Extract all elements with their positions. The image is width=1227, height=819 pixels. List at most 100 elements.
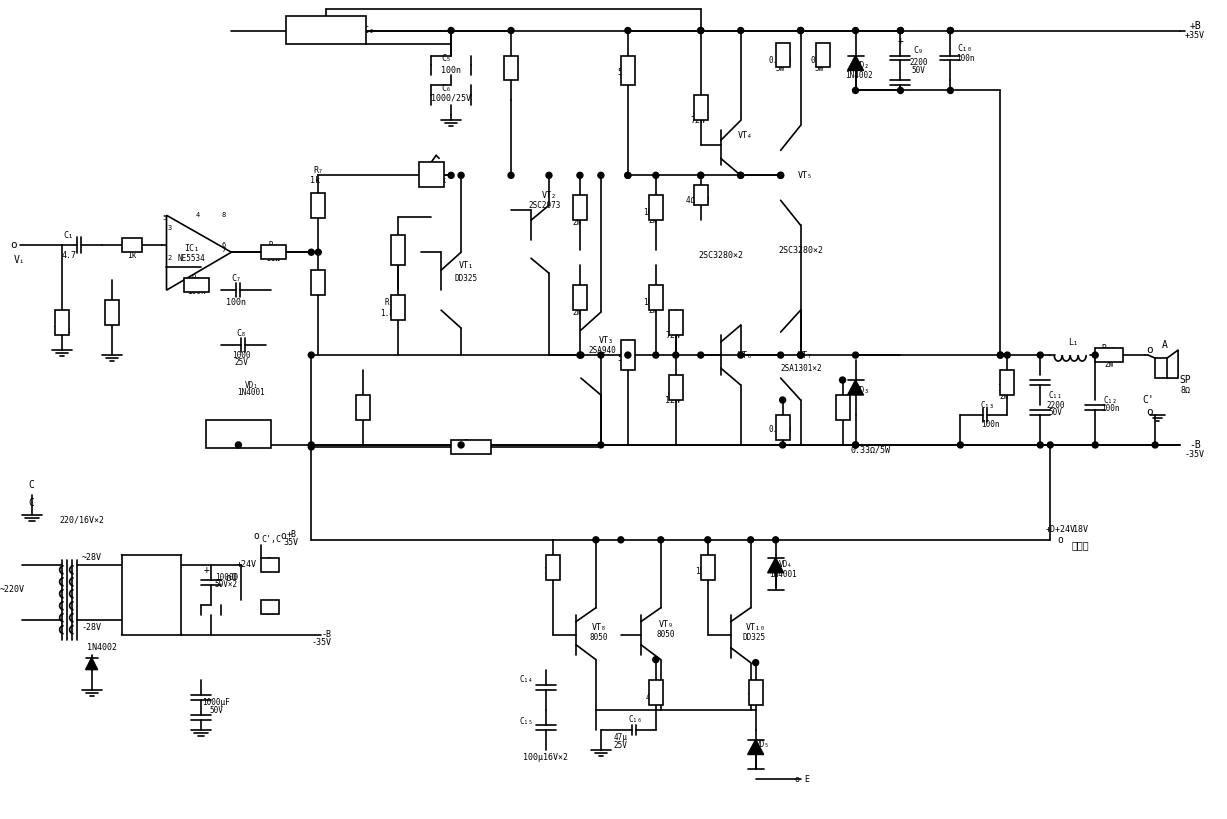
Text: C₁₆: C₁₆ <box>629 715 643 724</box>
Text: 1k: 1k <box>266 600 275 609</box>
Text: 1N4002: 1N4002 <box>87 643 117 652</box>
Text: 35V: 35V <box>283 538 299 547</box>
Bar <box>1155 358 1167 378</box>
Text: 继电器: 继电器 <box>1071 540 1090 550</box>
Text: 4: 4 <box>195 212 200 219</box>
Circle shape <box>752 659 758 666</box>
Circle shape <box>625 28 631 34</box>
Text: R₃₂: R₃₂ <box>748 683 763 692</box>
Circle shape <box>947 28 953 34</box>
Text: 51Ω: 51Ω <box>266 254 280 263</box>
Text: P₁: P₁ <box>436 164 447 173</box>
Bar <box>669 310 682 335</box>
Text: C: C <box>28 498 34 508</box>
Text: C',C: C',C <box>261 536 281 545</box>
Text: -35V: -35V <box>312 638 331 647</box>
Circle shape <box>798 28 804 34</box>
Circle shape <box>308 442 314 448</box>
Text: 1N4002: 1N4002 <box>844 71 872 80</box>
Text: R₁₅: R₁₅ <box>621 58 636 67</box>
Text: 7918: 7918 <box>225 430 252 440</box>
Text: C₁₁: C₁₁ <box>1048 391 1063 400</box>
Text: R₁₀: R₁₀ <box>693 98 708 107</box>
Bar <box>356 395 371 420</box>
Circle shape <box>598 352 604 358</box>
Polygon shape <box>848 380 864 395</box>
Text: C₇: C₇ <box>232 274 242 283</box>
Text: 0.33Ω/5W: 0.33Ω/5W <box>850 446 891 455</box>
Circle shape <box>578 352 584 358</box>
Text: 2W: 2W <box>1000 391 1009 400</box>
Text: 72W: 72W <box>691 116 706 125</box>
Text: -B: -B <box>321 630 331 639</box>
Text: C₁₃: C₁₃ <box>980 400 994 410</box>
Text: 1N4001: 1N4001 <box>769 570 796 579</box>
Text: C₅: C₅ <box>440 54 452 63</box>
Text: 2SA1301×2: 2SA1301×2 <box>780 364 822 373</box>
Text: 2: 2 <box>167 256 172 261</box>
Bar <box>312 193 325 219</box>
Circle shape <box>308 444 314 450</box>
Text: 25V: 25V <box>234 358 248 367</box>
Text: VD₅: VD₅ <box>756 740 769 749</box>
Bar <box>391 295 405 320</box>
Text: -35V: -35V <box>1185 450 1205 459</box>
Text: 51Ω: 51Ω <box>617 68 632 77</box>
Text: 5W: 5W <box>815 64 825 73</box>
Text: VT₂: VT₂ <box>541 191 557 200</box>
Text: C₉: C₉ <box>913 46 924 55</box>
Text: 10Ω: 10Ω <box>1102 352 1117 361</box>
Text: SP: SP <box>1179 375 1191 385</box>
Circle shape <box>957 442 963 448</box>
Circle shape <box>839 377 845 383</box>
Text: o: o <box>226 572 232 583</box>
Text: 100k: 100k <box>188 287 206 296</box>
Bar <box>55 310 69 335</box>
Text: 100n: 100n <box>440 66 461 75</box>
Text: 100k: 100k <box>53 326 71 335</box>
Bar <box>816 43 829 67</box>
Text: R₂₉: R₂₉ <box>464 440 479 449</box>
Text: 10k: 10k <box>356 409 371 418</box>
Bar <box>420 162 444 188</box>
Text: 6: 6 <box>221 242 226 248</box>
Text: +B: +B <box>1189 20 1201 30</box>
Text: R₂₅: R₂₅ <box>775 418 789 427</box>
Text: 47μ: 47μ <box>614 733 628 742</box>
Text: R₉: R₉ <box>358 397 368 406</box>
Text: R₂₂: R₂₂ <box>669 378 683 387</box>
Text: 100μ16V×2: 100μ16V×2 <box>524 753 568 762</box>
Text: 2SC3280×2: 2SC3280×2 <box>698 251 744 260</box>
Text: C₁₀: C₁₀ <box>958 44 973 53</box>
Text: 6A800A: 6A800A <box>136 590 167 600</box>
Text: 1k: 1k <box>314 206 323 215</box>
Text: 2200: 2200 <box>909 58 928 67</box>
Text: ~28V: ~28V <box>82 554 102 563</box>
Circle shape <box>577 172 583 179</box>
Circle shape <box>947 28 953 34</box>
Text: 5W: 5W <box>266 609 275 618</box>
Circle shape <box>998 352 1004 358</box>
Text: o: o <box>10 240 17 251</box>
Text: R₇: R₇ <box>313 165 323 174</box>
Circle shape <box>672 352 679 358</box>
Text: C₈: C₈ <box>237 328 247 337</box>
Text: R₂₆: R₂₆ <box>836 397 849 406</box>
Text: 1k: 1k <box>310 176 320 185</box>
Text: 1k: 1k <box>126 251 136 260</box>
Bar <box>206 420 271 448</box>
Circle shape <box>308 249 314 256</box>
Text: 47k: 47k <box>645 693 660 702</box>
Text: 2W: 2W <box>572 308 582 317</box>
Bar <box>621 56 634 85</box>
Text: R₄₀: R₄₀ <box>546 557 560 566</box>
Text: R₂₃: R₂₃ <box>775 46 789 55</box>
Text: L₁: L₁ <box>1069 337 1079 346</box>
Text: 100Ω: 100Ω <box>644 208 663 217</box>
Circle shape <box>779 397 785 403</box>
Text: 50V×2: 50V×2 <box>215 580 238 589</box>
Text: C: C <box>28 480 34 490</box>
Text: R₁₂: R₁₂ <box>384 297 398 306</box>
Text: VT₉: VT₉ <box>659 620 674 629</box>
Circle shape <box>448 172 454 179</box>
